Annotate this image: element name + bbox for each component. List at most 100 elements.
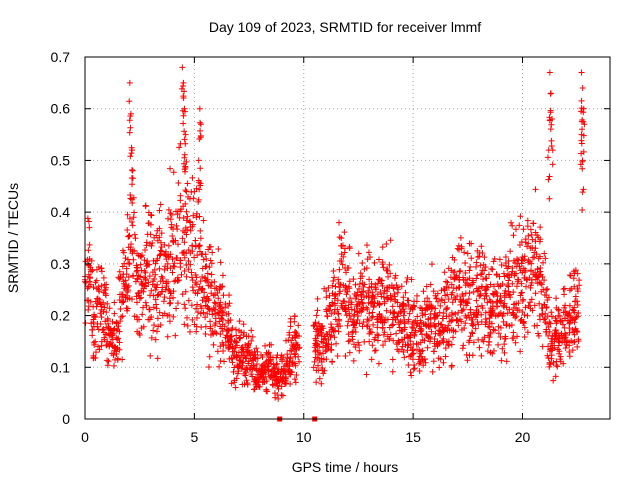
data-point bbox=[265, 363, 272, 370]
data-point bbox=[187, 261, 194, 268]
data-point bbox=[416, 346, 423, 353]
data-point bbox=[457, 301, 464, 308]
data-point bbox=[443, 283, 450, 290]
data-point bbox=[281, 363, 288, 370]
data-point bbox=[196, 105, 203, 112]
data-point bbox=[253, 374, 260, 381]
data-point bbox=[292, 379, 299, 386]
data-point bbox=[194, 252, 201, 259]
data-point bbox=[547, 348, 554, 355]
data-point bbox=[332, 302, 339, 309]
data-point bbox=[192, 237, 199, 244]
data-point bbox=[525, 302, 532, 309]
data-point bbox=[373, 286, 380, 293]
data-point bbox=[89, 267, 96, 274]
data-point bbox=[440, 310, 447, 317]
data-point bbox=[499, 280, 506, 287]
data-point bbox=[497, 309, 504, 316]
data-point bbox=[216, 318, 223, 325]
data-point bbox=[119, 356, 126, 363]
data-point bbox=[489, 266, 496, 273]
data-point bbox=[325, 336, 332, 343]
data-point bbox=[497, 324, 504, 331]
data-point bbox=[379, 283, 386, 290]
data-point bbox=[403, 331, 410, 338]
data-point bbox=[406, 353, 413, 360]
data-point bbox=[512, 305, 519, 312]
data-point bbox=[100, 299, 107, 306]
data-point bbox=[88, 268, 95, 275]
data-point bbox=[390, 285, 397, 292]
data-point bbox=[346, 349, 353, 356]
data-point bbox=[208, 279, 215, 286]
chart-title: Day 109 of 2023, SRMTID for receiver lmm… bbox=[209, 19, 481, 35]
data-point bbox=[379, 325, 386, 332]
data-point bbox=[545, 147, 552, 154]
data-point bbox=[240, 358, 247, 365]
data-point bbox=[202, 251, 209, 258]
data-point bbox=[518, 280, 525, 287]
data-point bbox=[574, 302, 581, 309]
data-point bbox=[93, 349, 100, 356]
data-point bbox=[511, 301, 518, 308]
data-point bbox=[476, 249, 483, 256]
data-point bbox=[368, 329, 375, 336]
data-point bbox=[346, 278, 353, 285]
data-point bbox=[399, 343, 406, 350]
data-point bbox=[236, 318, 243, 325]
data-point bbox=[93, 277, 100, 284]
data-point bbox=[326, 292, 333, 299]
data-point bbox=[537, 316, 544, 323]
data-point bbox=[314, 295, 321, 302]
data-point bbox=[338, 235, 345, 242]
data-point bbox=[342, 353, 349, 360]
data-point bbox=[486, 334, 493, 341]
data-point bbox=[562, 308, 569, 315]
data-point bbox=[86, 241, 93, 248]
data-point bbox=[233, 332, 240, 339]
data-point bbox=[203, 263, 210, 270]
data-point bbox=[516, 263, 523, 270]
data-point bbox=[131, 231, 138, 238]
data-point bbox=[408, 276, 415, 283]
data-point bbox=[183, 188, 190, 195]
data-point bbox=[427, 281, 434, 288]
data-point bbox=[202, 314, 209, 321]
data-point bbox=[474, 272, 481, 279]
data-point bbox=[383, 241, 390, 248]
data-point bbox=[460, 297, 467, 304]
data-point bbox=[520, 319, 527, 326]
data-point bbox=[200, 217, 207, 224]
data-point bbox=[288, 369, 295, 376]
data-point bbox=[240, 321, 247, 328]
data-point bbox=[560, 321, 567, 328]
data-point bbox=[181, 301, 188, 308]
data-point bbox=[179, 235, 186, 242]
data-point bbox=[111, 310, 118, 317]
data-point bbox=[236, 335, 243, 342]
data-point bbox=[509, 280, 516, 287]
data-point bbox=[510, 232, 517, 239]
data-point bbox=[130, 273, 137, 280]
data-point bbox=[226, 300, 233, 307]
data-point bbox=[164, 333, 171, 340]
data-point bbox=[296, 358, 303, 365]
data-point bbox=[245, 342, 252, 349]
data-point bbox=[181, 136, 188, 143]
data-point bbox=[477, 292, 484, 299]
data-point bbox=[462, 290, 469, 297]
data-point bbox=[215, 295, 222, 302]
data-point bbox=[148, 287, 155, 294]
data-point bbox=[462, 320, 469, 327]
data-point bbox=[253, 383, 260, 390]
data-point bbox=[554, 330, 561, 337]
data-point bbox=[159, 284, 166, 291]
data-point bbox=[571, 283, 578, 290]
data-point bbox=[520, 318, 527, 325]
data-point bbox=[205, 295, 212, 302]
data-point bbox=[340, 253, 347, 260]
data-point bbox=[386, 261, 393, 268]
data-point bbox=[544, 352, 551, 359]
data-point bbox=[125, 287, 132, 294]
data-point bbox=[231, 348, 238, 355]
